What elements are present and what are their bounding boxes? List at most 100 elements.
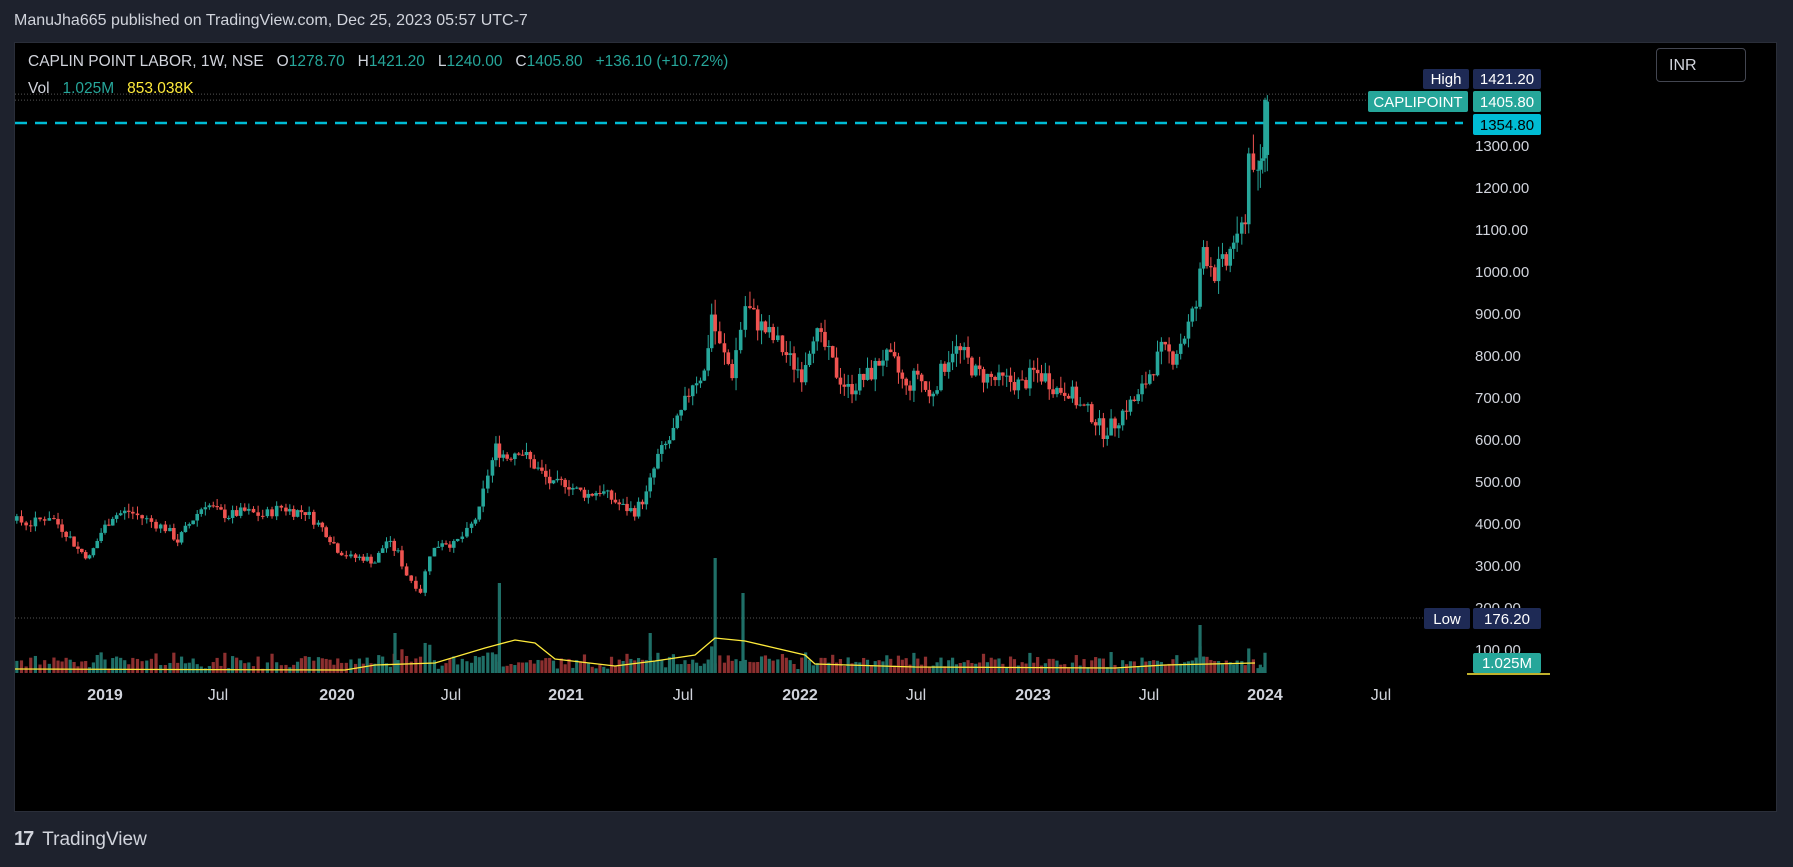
volume-bar <box>521 662 525 673</box>
volume-bar <box>609 656 614 673</box>
volume-bar <box>974 663 978 673</box>
volume-bar <box>396 660 400 673</box>
candle-body <box>1070 386 1075 399</box>
symbol-title: CAPLIN POINT LABOR, 1W, NSE <box>28 53 264 70</box>
volume-bar <box>103 659 107 673</box>
candle-body <box>274 505 279 517</box>
volume-bar <box>265 662 269 673</box>
candle-body <box>660 445 664 454</box>
high-tag-label: High <box>1431 71 1462 88</box>
candle-body <box>752 307 756 310</box>
candle-body <box>621 503 625 505</box>
candle-body <box>324 527 328 538</box>
volume-bar <box>154 653 158 673</box>
candle-body <box>211 505 216 507</box>
candle-body <box>179 532 184 543</box>
volume-bar <box>307 656 311 673</box>
volume-bar <box>135 658 140 673</box>
candle-body <box>532 459 536 469</box>
candle-body <box>1201 247 1206 269</box>
candle-body <box>675 415 680 428</box>
candle-body <box>598 493 602 495</box>
tradingview-logo-icon: 17 <box>14 828 34 850</box>
candle-body <box>1240 222 1244 234</box>
candle-body <box>823 331 827 347</box>
candle-body <box>690 385 695 397</box>
publisher-line: ManuJha665 published on TradingView.com,… <box>14 12 528 29</box>
candle-body <box>1246 153 1251 225</box>
volume-bar <box>1144 661 1148 673</box>
candle-body <box>780 335 785 353</box>
candle-body <box>559 478 564 480</box>
candle-body <box>702 370 707 381</box>
volume-bar <box>958 663 962 673</box>
candle-body <box>295 510 300 517</box>
candle-body <box>353 554 358 558</box>
candle-body <box>850 383 854 395</box>
volume-bar <box>440 665 444 673</box>
candle-body <box>312 511 316 525</box>
candle-body <box>1059 387 1063 393</box>
candle-body <box>722 343 727 353</box>
candle-body <box>234 510 239 516</box>
candle-body <box>667 440 672 444</box>
candle-body <box>1055 387 1059 395</box>
volume-bar <box>303 656 307 673</box>
volume-bar <box>1055 660 1059 673</box>
volume-bar <box>80 661 84 673</box>
close-value: 1405.80 <box>526 53 583 70</box>
volume-bar <box>1220 664 1225 673</box>
low-tag-value: 176.20 <box>1484 611 1530 628</box>
x-axis-tick-label: 2023 <box>1015 687 1051 704</box>
volume-bar <box>1228 662 1232 673</box>
volume-bar <box>256 656 260 673</box>
volume-bar <box>571 667 575 673</box>
candle-body <box>908 385 912 391</box>
candle-body <box>540 467 544 471</box>
volume-bar <box>648 633 652 673</box>
footer-brand[interactable]: 17 TradingView <box>14 828 147 851</box>
volume-bar <box>931 665 935 673</box>
candle-body <box>1024 379 1028 389</box>
volume-bar <box>819 657 823 673</box>
price-chart[interactable]: 2019 Jul 2020 Jul 2021 Jul 2022 Jul 2023 Jul 2024 J… <box>15 43 1778 813</box>
volume-bar <box>629 658 633 673</box>
candle-body <box>520 454 525 456</box>
currency-button[interactable]: INR <box>1656 48 1746 82</box>
volume-bar <box>33 655 37 673</box>
volume-bar <box>299 658 304 673</box>
candle-body <box>1035 369 1040 374</box>
y-axis-tick-label: 1300.00 <box>1475 138 1529 155</box>
volume-bar <box>850 663 854 673</box>
candle-body <box>962 346 966 351</box>
candle-body <box>900 372 905 379</box>
volume-bar <box>815 662 819 673</box>
volume-bar <box>563 664 567 673</box>
x-axis-tick-label: 2024 <box>1247 687 1283 704</box>
volume-bar <box>838 658 843 673</box>
candle-body <box>1231 242 1236 249</box>
candle-body <box>38 517 42 520</box>
candle-body <box>1144 383 1148 385</box>
candle-body <box>985 373 990 383</box>
volume-bar <box>191 658 195 673</box>
volume-bar <box>432 660 437 673</box>
candle-body <box>652 468 656 478</box>
volume-bar <box>718 655 722 673</box>
candle-body <box>683 395 687 410</box>
candle-body <box>648 477 652 492</box>
candle-body <box>126 510 131 512</box>
candle-body <box>1078 404 1082 406</box>
candle-body <box>328 537 332 543</box>
chart-panel[interactable]: 2019 Jul 2020 Jul 2021 Jul 2022 Jul 2023 Jul 2024 J… <box>14 42 1777 812</box>
candle-body <box>384 541 389 549</box>
volume-bar <box>582 654 587 673</box>
candle-body <box>734 350 738 379</box>
candle-body <box>796 369 800 371</box>
candle-body <box>265 509 270 517</box>
volume-tag: 1.025M <box>1482 655 1532 672</box>
candle-body <box>223 509 227 519</box>
volume-bar <box>1251 659 1255 673</box>
volume-bar <box>741 593 745 673</box>
volume-bar <box>357 658 362 673</box>
